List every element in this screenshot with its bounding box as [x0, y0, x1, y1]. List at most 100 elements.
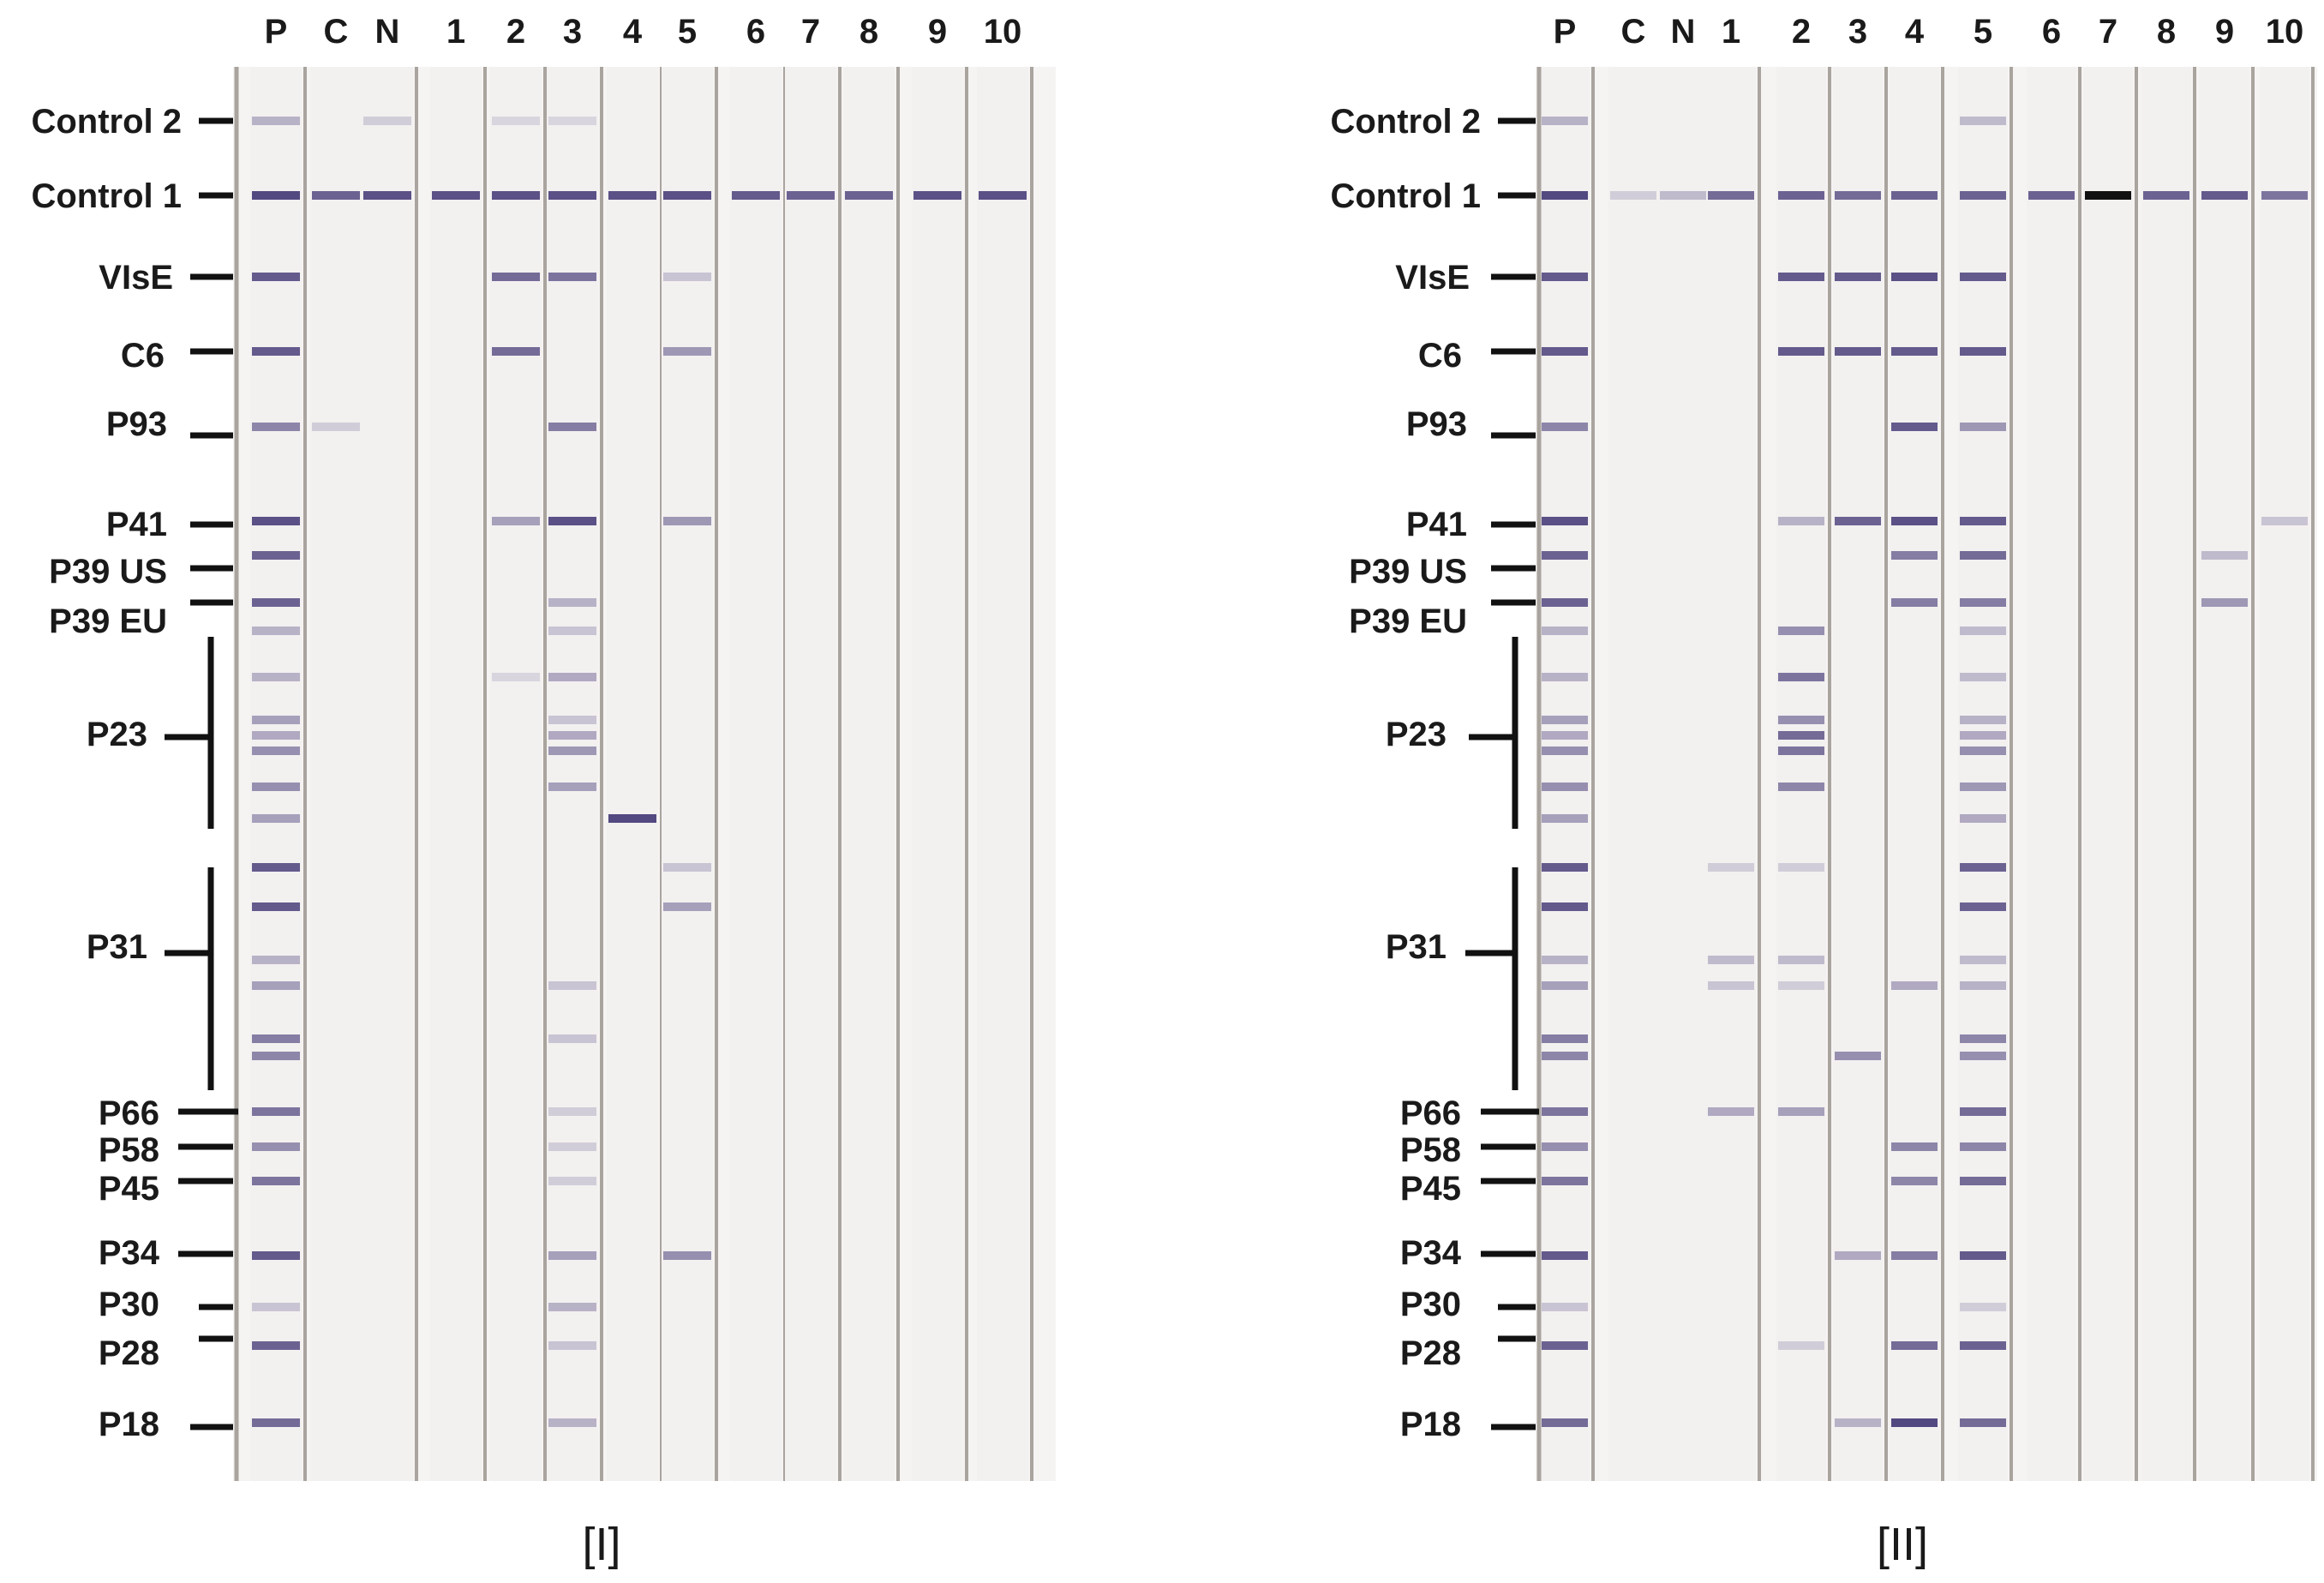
- panel-2-marker-p31: P31: [1386, 928, 1447, 966]
- band: [1891, 551, 1938, 560]
- band: [1891, 1251, 1938, 1260]
- band: [548, 1251, 596, 1260]
- band: [1778, 716, 1824, 724]
- band: [1542, 191, 1588, 200]
- panel-1-marker-p39-us: P39 US: [49, 553, 167, 591]
- strip: [1540, 67, 1590, 1481]
- panel-2-marker-control-1: Control 1: [1330, 177, 1481, 215]
- band: [1960, 1052, 2006, 1060]
- band: [252, 598, 300, 607]
- panel-1-bands: [252, 117, 1027, 1427]
- band: [1960, 956, 2006, 964]
- band: [1960, 517, 2006, 525]
- band: [548, 1142, 596, 1151]
- band: [608, 814, 656, 823]
- strip: [977, 67, 1028, 1481]
- strip: [490, 67, 542, 1481]
- band: [1960, 673, 2006, 681]
- panel-1-lane-8: 8: [860, 13, 878, 51]
- band: [1542, 731, 1588, 740]
- panel-1-lane-headers: P C N 1 2 3 4 5 6 7 8 9 10: [265, 13, 1022, 51]
- band: [1891, 191, 1938, 200]
- band: [1835, 191, 1881, 200]
- panel-2-marker-p18: P18: [1400, 1406, 1461, 1443]
- panel-2-marker-p41: P41: [1406, 506, 1467, 543]
- band: [548, 731, 596, 740]
- band: [312, 191, 360, 200]
- band: [1891, 1341, 1938, 1350]
- band: [1835, 347, 1881, 356]
- strip: [310, 67, 362, 1481]
- band: [1542, 598, 1588, 607]
- panel-2-marker-p58: P58: [1400, 1131, 1461, 1169]
- band: [1778, 747, 1824, 755]
- strip: [430, 67, 482, 1481]
- panel-1-marker-control-1: Control 1: [31, 177, 182, 215]
- band: [548, 716, 596, 724]
- band: [1960, 1251, 2006, 1260]
- band: [1891, 981, 1938, 990]
- panel-1-marker-p58: P58: [99, 1131, 159, 1169]
- band: [2143, 191, 2189, 200]
- band: [1542, 517, 1588, 525]
- panel-1-lane-4: 4: [623, 13, 643, 51]
- panel-1-lane-7: 7: [801, 13, 820, 51]
- band: [663, 1251, 711, 1260]
- panel-1-lane-p: P: [265, 13, 288, 51]
- panel-2-lane-9: 9: [2215, 13, 2234, 51]
- strip: [607, 67, 658, 1481]
- band: [1960, 814, 2006, 823]
- band: [252, 981, 300, 990]
- band: [845, 191, 893, 200]
- band: [1708, 863, 1754, 872]
- band: [1542, 716, 1588, 724]
- panel-1-lane-5: 5: [678, 13, 697, 51]
- band: [1960, 981, 2006, 990]
- panel-2-lane-6: 6: [2042, 13, 2061, 51]
- panel-1-lane-9: 9: [928, 13, 947, 51]
- band: [252, 423, 300, 431]
- band: [492, 673, 540, 681]
- band: [2201, 598, 2248, 607]
- panel-1-marker-p39-eu: P39 EU: [49, 603, 167, 640]
- band: [1778, 191, 1824, 200]
- band: [252, 1107, 300, 1116]
- band: [1542, 863, 1588, 872]
- panel-1: P C N 1 2 3 4 5 6 7 8 9 10 Control 2 Con…: [31, 13, 1056, 1570]
- band: [1542, 627, 1588, 635]
- panel-1-lane-n: N: [375, 13, 400, 51]
- panel-2-caption: [II]: [1877, 1519, 1928, 1570]
- panel-2-marker-p39-us: P39 US: [1349, 553, 1467, 591]
- panel-1-marker-p93: P93: [106, 405, 167, 443]
- band: [1708, 191, 1754, 200]
- band: [432, 191, 480, 200]
- band: [548, 1418, 596, 1427]
- band: [252, 1052, 300, 1060]
- band: [1960, 117, 2006, 125]
- band: [1542, 902, 1588, 911]
- band: [1835, 517, 1881, 525]
- band: [979, 191, 1027, 200]
- band: [1778, 627, 1824, 635]
- band: [492, 347, 540, 356]
- panel-1-marker-p23: P23: [87, 716, 147, 753]
- band: [1542, 1107, 1588, 1116]
- band: [1542, 347, 1588, 356]
- strip: [662, 67, 713, 1481]
- panel-1-marker-ticks: [165, 117, 238, 1430]
- band: [252, 716, 300, 724]
- panel-2-lane-4: 4: [1905, 13, 1925, 51]
- band: [252, 673, 300, 681]
- band: [492, 273, 540, 281]
- band: [1778, 863, 1824, 872]
- panel-2-marker-labels: Control 2 Control 1 VIsE C6 P93 P41 P39 …: [1330, 103, 1481, 1443]
- band: [548, 747, 596, 755]
- band: [1960, 551, 2006, 560]
- band: [252, 902, 300, 911]
- band: [1835, 1052, 1881, 1060]
- band: [1891, 347, 1938, 356]
- band: [1960, 1107, 2006, 1116]
- panel-1-marker-p18: P18: [99, 1406, 159, 1443]
- panel-1-strips: [234, 67, 1033, 1481]
